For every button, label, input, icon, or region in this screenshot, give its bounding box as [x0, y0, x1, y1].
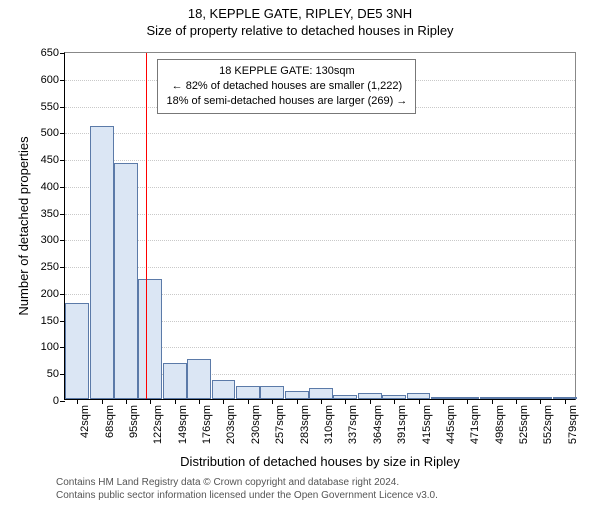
xtick-label: 552sqm: [540, 405, 554, 444]
xtick-mark: [516, 399, 517, 404]
xtick-mark: [565, 399, 566, 404]
ytick-label: 150: [41, 315, 65, 327]
ytick-label: 200: [41, 288, 65, 300]
xtick-label: 230sqm: [248, 405, 262, 444]
xtick-mark: [394, 399, 395, 404]
xtick-label: 498sqm: [492, 405, 506, 444]
histogram-bar: [138, 279, 162, 399]
xtick-mark: [248, 399, 249, 404]
xtick-label: 122sqm: [150, 405, 164, 444]
xtick-mark: [223, 399, 224, 404]
xtick-label: 95sqm: [126, 405, 140, 438]
xtick-mark: [126, 399, 127, 404]
ytick-label: 500: [41, 127, 65, 139]
ytick-label: 100: [41, 341, 65, 353]
xtick-label: 203sqm: [223, 405, 237, 444]
xtick-mark: [345, 399, 346, 404]
histogram-bar: [309, 388, 333, 399]
histogram-bar: [65, 303, 89, 399]
xtick-mark: [102, 399, 103, 404]
x-axis-label: Distribution of detached houses by size …: [64, 454, 576, 469]
xtick-mark: [175, 399, 176, 404]
annotation-line: 18% of semi-detached houses are larger (…: [166, 94, 407, 109]
gridline: [65, 160, 575, 161]
histogram-bar: [187, 359, 211, 399]
annotation-line: 18 KEPPLE GATE: 130sqm: [166, 64, 407, 79]
xtick-mark: [272, 399, 273, 404]
ytick-label: 650: [41, 47, 65, 59]
y-axis-label: Number of detached properties: [16, 136, 31, 315]
xtick-mark: [370, 399, 371, 404]
title-main: 18, KEPPLE GATE, RIPLEY, DE5 3NH: [0, 6, 600, 21]
ytick-label: 350: [41, 208, 65, 220]
title-sub: Size of property relative to detached ho…: [0, 23, 600, 38]
xtick-mark: [443, 399, 444, 404]
footer-line-2: Contains public sector information licen…: [56, 489, 438, 502]
footer-line-1: Contains HM Land Registry data © Crown c…: [56, 476, 438, 489]
xtick-label: 283sqm: [297, 405, 311, 444]
xtick-mark: [77, 399, 78, 404]
xtick-label: 471sqm: [467, 405, 481, 444]
xtick-label: 257sqm: [272, 405, 286, 444]
ytick-label: 250: [41, 261, 65, 273]
histogram-bar: [285, 391, 309, 399]
histogram-bar: [236, 386, 260, 399]
xtick-label: 68sqm: [102, 405, 116, 438]
reference-line: [146, 53, 147, 399]
ytick-label: 550: [41, 101, 65, 113]
histogram-bar: [114, 163, 138, 399]
xtick-mark: [467, 399, 468, 404]
gridline: [65, 267, 575, 268]
xtick-mark: [419, 399, 420, 404]
xtick-label: 42sqm: [77, 405, 91, 438]
ytick-label: 400: [41, 181, 65, 193]
gridline: [65, 133, 575, 134]
xtick-mark: [321, 399, 322, 404]
gridline: [65, 240, 575, 241]
ytick-label: 50: [47, 368, 65, 380]
xtick-label: 337sqm: [345, 405, 359, 444]
histogram-bar: [260, 386, 284, 399]
ytick-label: 450: [41, 154, 65, 166]
ytick-label: 300: [41, 234, 65, 246]
xtick-label: 525sqm: [516, 405, 530, 444]
annotation-line: ← 82% of detached houses are smaller (1,…: [166, 79, 407, 94]
xtick-label: 176sqm: [199, 405, 213, 444]
xtick-label: 149sqm: [175, 405, 189, 444]
gridline: [65, 187, 575, 188]
xtick-label: 579sqm: [565, 405, 579, 444]
ytick-label: 0: [53, 395, 65, 407]
xtick-mark: [150, 399, 151, 404]
ytick-label: 600: [41, 74, 65, 86]
xtick-mark: [540, 399, 541, 404]
xtick-mark: [199, 399, 200, 404]
chart-plot-area: 0501001502002503003504004505005506006504…: [64, 52, 576, 400]
xtick-label: 364sqm: [370, 405, 384, 444]
xtick-mark: [297, 399, 298, 404]
histogram-bar: [212, 380, 236, 399]
gridline: [65, 214, 575, 215]
xtick-label: 415sqm: [419, 405, 433, 444]
histogram-bar: [163, 363, 187, 399]
xtick-label: 391sqm: [394, 405, 408, 444]
xtick-label: 445sqm: [443, 405, 457, 444]
annotation-box: 18 KEPPLE GATE: 130sqm← 82% of detached …: [157, 59, 416, 114]
footer-credits: Contains HM Land Registry data © Crown c…: [56, 476, 438, 502]
xtick-mark: [492, 399, 493, 404]
histogram-bar: [90, 126, 114, 399]
xtick-label: 310sqm: [321, 405, 335, 444]
